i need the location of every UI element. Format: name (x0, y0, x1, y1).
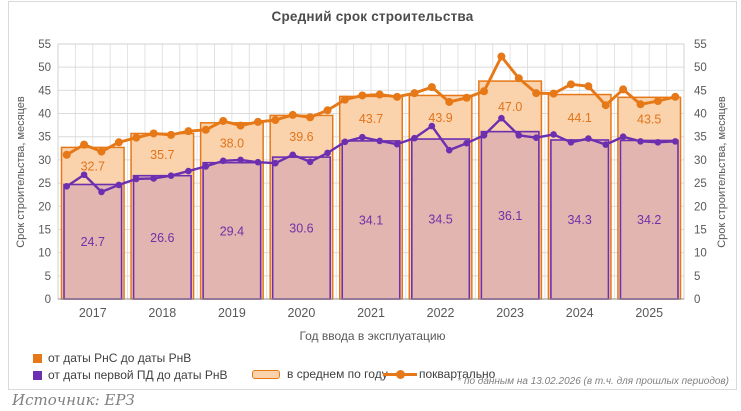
x-axis-title: Год ввода в эксплуатацию (299, 329, 446, 343)
svg-text:10: 10 (38, 248, 51, 260)
svg-text:0: 0 (45, 294, 51, 306)
y-axis-title-left: Срок строительства, месяцев (15, 96, 27, 248)
svg-text:35.7: 35.7 (150, 148, 174, 162)
svg-text:40: 40 (694, 109, 707, 121)
footnote: * по данным на 13.02.2026 (в т.ч. для пр… (457, 376, 729, 387)
svg-text:43.7: 43.7 (359, 112, 383, 126)
svg-text:2025: 2025 (635, 306, 663, 320)
svg-text:2017: 2017 (79, 306, 107, 320)
annual-bar-swatch-icon (252, 370, 280, 379)
svg-text:10: 10 (694, 248, 707, 260)
y-axis-title-right: Срок строительства, месяцев (716, 96, 728, 248)
svg-text:35: 35 (38, 132, 51, 144)
svg-text:34.2: 34.2 (637, 213, 661, 227)
svg-text:50: 50 (38, 62, 51, 74)
svg-text:34.1: 34.1 (359, 213, 383, 227)
quarterly-line-swatch-icon (383, 369, 417, 379)
svg-text:2018: 2018 (148, 306, 176, 320)
source-note: Источник: ЕРЗ (12, 391, 135, 409)
svg-text:40: 40 (38, 109, 51, 121)
svg-text:5: 5 (694, 271, 700, 283)
svg-text:34.3: 34.3 (567, 213, 591, 227)
orange-square-icon (33, 354, 42, 363)
legend-label: от даты первой ПД до даты РнВ (48, 368, 228, 382)
svg-text:15: 15 (694, 224, 707, 236)
svg-text:50: 50 (694, 62, 707, 74)
svg-text:2024: 2024 (566, 306, 594, 320)
svg-text:20: 20 (38, 201, 51, 213)
svg-text:26.6: 26.6 (150, 231, 174, 245)
svg-text:0: 0 (694, 294, 700, 306)
svg-text:29.4: 29.4 (220, 224, 244, 238)
page-title: Средний срок строительства (271, 9, 474, 24)
svg-text:30: 30 (694, 155, 707, 167)
svg-text:5: 5 (45, 271, 51, 283)
legend-item-rns: от даты РнС до даты РнВ (33, 352, 191, 365)
svg-text:55: 55 (38, 39, 51, 51)
legend-item-pd: от даты первой ПД до даты РнВ (33, 369, 228, 382)
svg-text:30: 30 (38, 155, 51, 167)
svg-text:47.0: 47.0 (498, 100, 522, 114)
svg-text:38.0: 38.0 (220, 136, 244, 150)
chart-card: Средний срок строительства 32.7 24.7 35.7 2… (8, 1, 737, 390)
svg-text:35: 35 (694, 132, 707, 144)
svg-text:34.5: 34.5 (428, 213, 452, 227)
legend-label: поквартально (419, 367, 496, 381)
svg-text:25: 25 (38, 178, 51, 190)
svg-text:45: 45 (694, 85, 707, 97)
svg-text:2023: 2023 (496, 306, 524, 320)
svg-text:36.1: 36.1 (498, 209, 522, 223)
legend-item-annual: в среднем по году (252, 368, 388, 381)
legend-label: в среднем по году (287, 367, 388, 381)
svg-text:39.6: 39.6 (289, 130, 313, 144)
svg-text:2019: 2019 (218, 306, 246, 320)
svg-text:2022: 2022 (427, 306, 455, 320)
svg-text:30.6: 30.6 (289, 222, 313, 236)
svg-text:32.7: 32.7 (81, 159, 105, 173)
purple-square-icon (33, 371, 42, 380)
svg-text:25: 25 (694, 178, 707, 190)
svg-text:20: 20 (694, 201, 707, 213)
svg-text:2021: 2021 (357, 306, 385, 320)
legend-item-quarterly: поквартально (383, 368, 495, 381)
legend-label: от даты РнС до даты РнВ (48, 351, 192, 365)
svg-text:24.7: 24.7 (81, 235, 105, 249)
svg-text:44.1: 44.1 (567, 111, 591, 125)
svg-text:43.9: 43.9 (428, 111, 452, 125)
svg-text:15: 15 (38, 224, 51, 236)
svg-text:45: 45 (38, 85, 51, 97)
svg-text:2020: 2020 (288, 306, 316, 320)
svg-text:55: 55 (694, 39, 707, 51)
chart-plot: 32.7 24.7 35.7 26.6 38.0 29.4 39.6 30.6 43.7 34.1… (38, 39, 707, 320)
svg-text:43.5: 43.5 (637, 112, 661, 126)
